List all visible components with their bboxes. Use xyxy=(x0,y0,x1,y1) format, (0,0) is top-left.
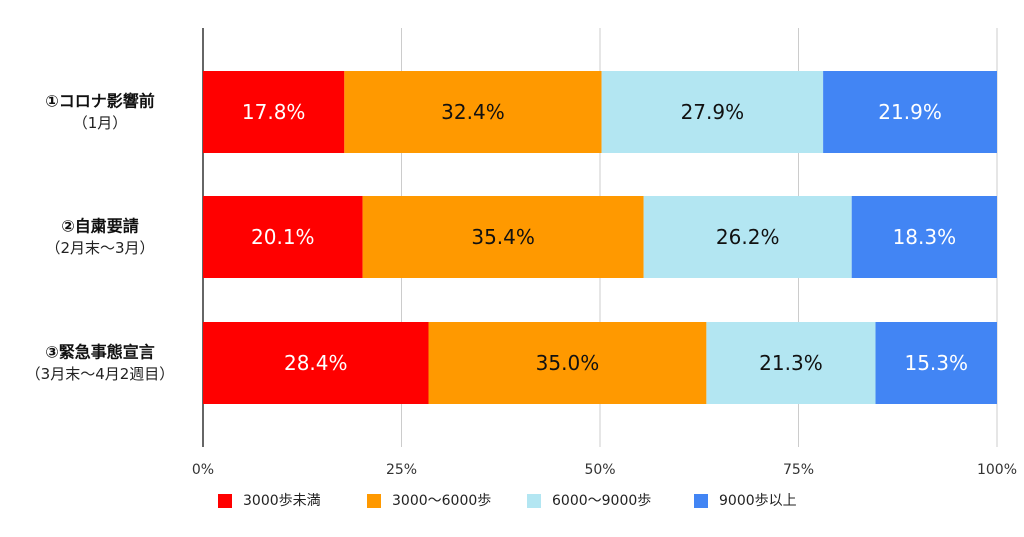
data-label: 21.9% xyxy=(878,100,942,124)
category-subtitle: （2月末～3月） xyxy=(45,239,154,257)
data-label: 26.2% xyxy=(716,225,780,249)
bar-segment xyxy=(344,71,602,153)
bar-segment xyxy=(875,322,997,404)
bar-segment xyxy=(428,322,707,404)
data-label: 27.9% xyxy=(681,100,745,124)
bar-segment xyxy=(851,196,997,278)
category-labels: ①コロナ影響前 （1月） ②自粛要請 （2月末～3月） ③緊急事態宣言 （3月末～4月2週… xyxy=(26,92,175,384)
legend-swatch xyxy=(367,494,381,508)
category-title: ③緊急事態宣言 xyxy=(45,343,155,362)
legend-swatch xyxy=(694,494,708,508)
bar-segment xyxy=(203,196,363,278)
x-tick-label: 0% xyxy=(192,462,214,478)
x-axis-ticks: 0% 25% 50% 75% 100% xyxy=(192,462,1017,478)
legend-label: 6000～9000歩 xyxy=(552,493,651,509)
data-label: 20.1% xyxy=(251,225,315,249)
x-tick-label: 75% xyxy=(783,462,814,478)
x-tick-label: 50% xyxy=(584,462,615,478)
category-subtitle: （1月） xyxy=(73,114,128,132)
x-tick-label: 25% xyxy=(386,462,417,478)
legend-swatch xyxy=(527,494,541,508)
data-label: 35.0% xyxy=(536,351,600,375)
legend-swatch xyxy=(218,494,232,508)
category-title: ②自粛要請 xyxy=(61,217,139,236)
bar-segment xyxy=(706,322,876,404)
bars: 17.8% 32.4% 27.9% 21.9% 20.1% 35.4% 26.2% 18.3%… xyxy=(203,71,997,404)
bar-segment xyxy=(203,71,345,153)
bar-segment xyxy=(601,71,824,153)
data-label: 17.8% xyxy=(242,100,306,124)
data-label: 28.4% xyxy=(284,351,348,375)
category-subtitle: （3月末～4月2週目） xyxy=(26,365,175,383)
bar-segment xyxy=(203,322,429,404)
x-tick-label: 100% xyxy=(977,462,1017,478)
category-title: ①コロナ影響前 xyxy=(45,92,155,111)
bar-segment xyxy=(643,196,852,278)
bar-segment xyxy=(823,71,997,153)
legend-label: 3000～6000歩 xyxy=(392,493,491,509)
data-label: 18.3% xyxy=(893,225,957,249)
data-label: 32.4% xyxy=(441,100,505,124)
data-label: 21.3% xyxy=(759,351,823,375)
legend-label: 9000歩以上 xyxy=(719,493,797,509)
data-label: 35.4% xyxy=(471,225,535,249)
bar-segment xyxy=(362,196,644,278)
data-label: 15.3% xyxy=(904,351,968,375)
legend-label: 3000歩未満 xyxy=(243,493,321,509)
legend: 3000歩未満 3000～6000歩 6000～9000歩 9000歩以上 xyxy=(218,493,797,509)
